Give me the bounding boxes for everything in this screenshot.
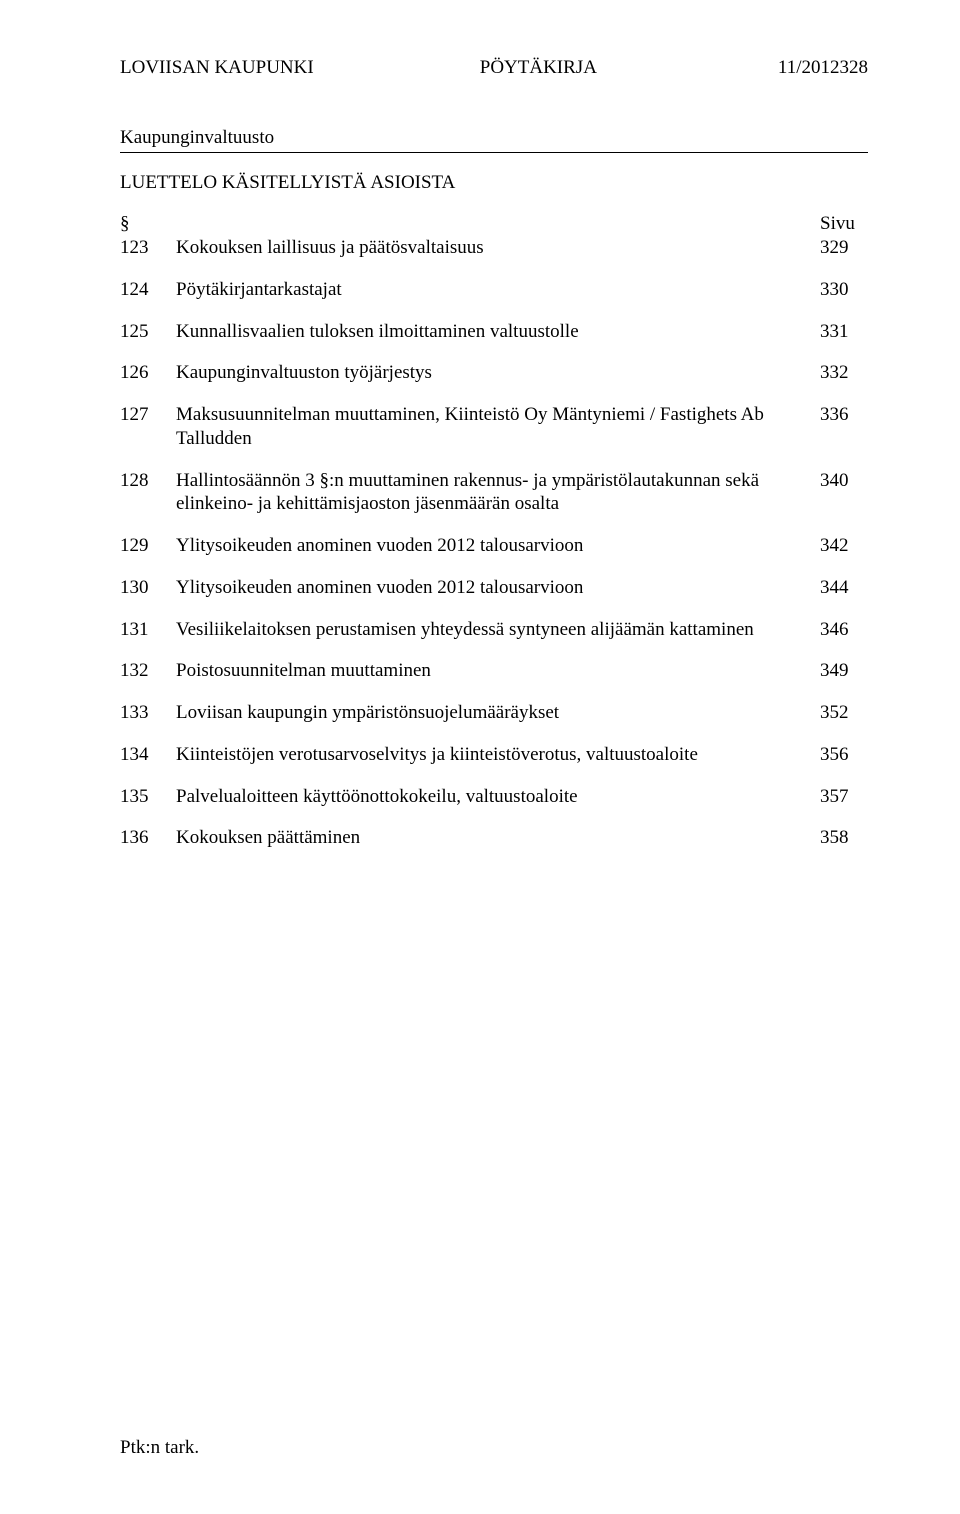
toc-page: 352 xyxy=(820,701,868,725)
header-doc-type: PÖYTÄKIRJA xyxy=(480,56,750,80)
toc-page: 332 xyxy=(820,361,868,385)
toc-desc: Loviisan kaupungin ympäristönsuojelumäär… xyxy=(176,701,820,725)
toc-desc: Kokouksen laillisuus ja päätösvaltaisuus xyxy=(176,236,820,260)
toc-page: 358 xyxy=(820,826,868,850)
toc-page: 330 xyxy=(820,278,868,302)
list-title: LUETTELO KÄSITELLYISTÄ ASIOISTA xyxy=(120,171,868,195)
toc-desc: Ylitysoikeuden anominen vuoden 2012 talo… xyxy=(176,576,820,600)
toc-num: 126 xyxy=(120,361,176,385)
toc-page: 344 xyxy=(820,576,868,600)
toc-desc: Ylitysoikeuden anominen vuoden 2012 talo… xyxy=(176,534,820,558)
toc-num: 124 xyxy=(120,278,176,302)
toc-desc: Pöytäkirjantarkastajat xyxy=(176,278,820,302)
toc-num: 136 xyxy=(120,826,176,850)
toc-header-row: § Sivu xyxy=(120,212,868,236)
toc-row: 136 Kokouksen päättäminen 358 xyxy=(120,826,868,850)
divider xyxy=(120,152,868,153)
toc-row: 128 Hallintosäännön 3 §:n muuttaminen ra… xyxy=(120,469,868,517)
page: LOVIISAN KAUPUNKI PÖYTÄKIRJA 11/2012 328… xyxy=(0,0,960,1514)
toc-num: 131 xyxy=(120,618,176,642)
toc: § Sivu 123 Kokouksen laillisuus ja päätö… xyxy=(120,212,868,850)
body-title: Kaupunginvaltuusto xyxy=(120,126,868,150)
toc-num: 128 xyxy=(120,469,176,493)
toc-page: 356 xyxy=(820,743,868,767)
toc-num: 123 xyxy=(120,236,176,260)
toc-num: 129 xyxy=(120,534,176,558)
toc-num: 134 xyxy=(120,743,176,767)
toc-row: 126 Kaupunginvaltuuston työjärjestys 332 xyxy=(120,361,868,385)
toc-desc: Kunnallisvaalien tuloksen ilmoittaminen … xyxy=(176,320,820,344)
toc-page: 357 xyxy=(820,785,868,809)
header-org: LOVIISAN KAUPUNKI xyxy=(120,56,480,80)
header-doc-number: 11/2012 xyxy=(750,56,840,80)
toc-desc: Kokouksen päättäminen xyxy=(176,826,820,850)
toc-page: 340 xyxy=(820,469,868,493)
toc-num: 132 xyxy=(120,659,176,683)
toc-row: 127 Maksusuunnitelman muuttaminen, Kiint… xyxy=(120,403,868,451)
toc-page: 346 xyxy=(820,618,868,642)
toc-header-page: Sivu xyxy=(820,212,868,236)
toc-num: 130 xyxy=(120,576,176,600)
toc-page: 349 xyxy=(820,659,868,683)
toc-header-section: § xyxy=(120,212,176,236)
page-header: LOVIISAN KAUPUNKI PÖYTÄKIRJA 11/2012 328 xyxy=(120,56,868,80)
header-page-number: 328 xyxy=(840,56,869,80)
toc-row: 124 Pöytäkirjantarkastajat 330 xyxy=(120,278,868,302)
toc-row: 132 Poistosuunnitelman muuttaminen 349 xyxy=(120,659,868,683)
toc-desc: Palvelualoitteen käyttöönottokokeilu, va… xyxy=(176,785,820,809)
toc-row: 134 Kiinteistöjen verotusarvoselvitys ja… xyxy=(120,743,868,767)
toc-row: 125 Kunnallisvaalien tuloksen ilmoittami… xyxy=(120,320,868,344)
toc-num: 127 xyxy=(120,403,176,427)
toc-desc: Kiinteistöjen verotusarvoselvitys ja kii… xyxy=(176,743,820,767)
toc-page: 329 xyxy=(820,236,868,260)
toc-desc: Hallintosäännön 3 §:n muuttaminen rakenn… xyxy=(176,469,820,517)
toc-desc: Kaupunginvaltuuston työjärjestys xyxy=(176,361,820,385)
toc-desc: Vesiliikelaitoksen perustamisen yhteydes… xyxy=(176,618,820,642)
toc-row: 135 Palvelualoitteen käyttöönottokokeilu… xyxy=(120,785,868,809)
toc-num: 133 xyxy=(120,701,176,725)
toc-row: 129 Ylitysoikeuden anominen vuoden 2012 … xyxy=(120,534,868,558)
toc-row: 130 Ylitysoikeuden anominen vuoden 2012 … xyxy=(120,576,868,600)
toc-row: 133 Loviisan kaupungin ympäristönsuojelu… xyxy=(120,701,868,725)
toc-desc: Maksusuunnitelman muuttaminen, Kiinteist… xyxy=(176,403,820,451)
toc-page: 342 xyxy=(820,534,868,558)
toc-row: 131 Vesiliikelaitoksen perustamisen yhte… xyxy=(120,618,868,642)
toc-page: 336 xyxy=(820,403,868,427)
toc-num: 125 xyxy=(120,320,176,344)
toc-row: 123 Kokouksen laillisuus ja päätösvaltai… xyxy=(120,236,868,260)
toc-desc: Poistosuunnitelman muuttaminen xyxy=(176,659,820,683)
toc-page: 331 xyxy=(820,320,868,344)
footer-text: Ptk:n tark. xyxy=(120,1436,199,1460)
toc-num: 135 xyxy=(120,785,176,809)
